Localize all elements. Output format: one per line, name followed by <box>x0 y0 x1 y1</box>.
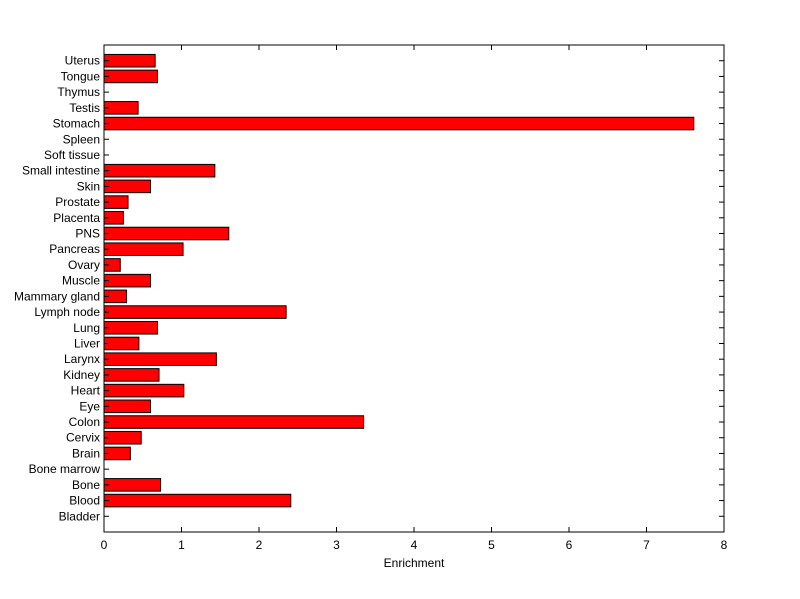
category-label-thymus: Thymus <box>57 85 100 99</box>
x-tick-label-5: 5 <box>488 538 495 552</box>
bar-eye <box>103 399 151 414</box>
bar-uterus <box>103 53 156 68</box>
category-label-soft-tissue: Soft tissue <box>44 148 100 162</box>
category-label-liver: Liver <box>74 336 100 350</box>
bar-stomach <box>103 116 695 131</box>
category-label-bone-marrow: Bone marrow <box>29 462 101 476</box>
bar-skin <box>103 179 151 194</box>
x-tick-label-8: 8 <box>721 538 728 552</box>
bar-lymph-node <box>103 305 287 319</box>
category-label-uterus: Uterus <box>65 54 100 68</box>
category-label-heart: Heart <box>71 384 101 398</box>
bar-colon <box>103 415 365 429</box>
x-tick-label-6: 6 <box>566 538 573 552</box>
bar-pancreas <box>103 242 184 257</box>
category-label-placenta: Placenta <box>53 211 100 225</box>
x-tick-label-3: 3 <box>333 538 340 552</box>
ticks-group <box>103 45 725 532</box>
category-label-stomach: Stomach <box>53 117 100 131</box>
bar-testis <box>103 101 139 115</box>
category-label-bone: Bone <box>72 478 100 492</box>
category-label-brain: Brain <box>72 446 100 460</box>
category-label-mammary-gland: Mammary gland <box>14 289 100 303</box>
x-tick-labels-group: 0 1 2 3 4 5 6 7 8 <box>101 538 728 552</box>
x-axis-label: Enrichment <box>384 556 445 570</box>
bar-larynx <box>103 352 217 366</box>
category-label-muscle: Muscle <box>62 274 100 288</box>
category-label-small-intestine: Small intestine <box>22 164 100 178</box>
category-label-testis: Testis <box>69 101 100 115</box>
bar-heart <box>103 383 185 398</box>
category-label-ovary: Ovary <box>68 258 100 272</box>
category-label-spleen: Spleen <box>63 132 100 146</box>
plot-frame <box>103 44 725 533</box>
bar-small-intestine <box>103 163 216 178</box>
bar-cervix <box>103 430 142 445</box>
x-tick-label-0: 0 <box>101 538 108 552</box>
bar-liver <box>103 336 140 351</box>
bar-lung <box>103 320 158 335</box>
category-label-blood: Blood <box>69 494 100 508</box>
bar-muscle <box>103 273 151 288</box>
bar-pns <box>103 226 230 241</box>
category-label-bladder: Bladder <box>59 509 100 523</box>
category-label-colon: Colon <box>69 415 100 429</box>
x-tick-label-7: 7 <box>643 538 650 552</box>
category-label-cervix: Cervix <box>66 431 100 445</box>
x-tick-label-4: 4 <box>411 538 418 552</box>
bar-blood <box>103 493 292 508</box>
x-tick-label-1: 1 <box>178 538 185 552</box>
x-tick-label-2: 2 <box>256 538 263 552</box>
category-label-pns: PNS <box>75 227 100 241</box>
category-label-lung: Lung <box>73 321 100 335</box>
category-label-larynx: Larynx <box>64 352 100 366</box>
category-label-pancreas: Pancreas <box>49 242 100 256</box>
category-label-tongue: Tongue <box>61 69 101 83</box>
bar-bone <box>103 478 162 492</box>
category-label-lymph-node: Lymph node <box>34 305 100 319</box>
category-label-prostate: Prostate <box>55 195 100 209</box>
bar-tongue <box>103 69 158 84</box>
category-label-kidney: Kidney <box>63 368 100 382</box>
category-label-skin: Skin <box>77 179 100 193</box>
bar-kidney <box>103 368 160 382</box>
category-label-eye: Eye <box>79 399 100 413</box>
